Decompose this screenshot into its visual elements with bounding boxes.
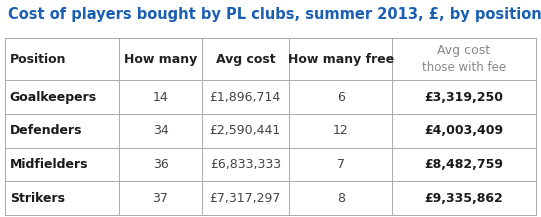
Text: 36: 36 — [153, 158, 168, 171]
Text: 8: 8 — [337, 192, 345, 204]
Text: How many free: How many free — [288, 53, 394, 66]
Text: £4,003,409: £4,003,409 — [425, 124, 504, 137]
Text: Midfielders: Midfielders — [10, 158, 88, 171]
Text: 34: 34 — [153, 124, 168, 137]
Text: Cost of players bought by PL clubs, summer 2013, £, by position: Cost of players bought by PL clubs, summ… — [8, 7, 541, 21]
Bar — [5, 38, 536, 215]
Text: £2,590,441: £2,590,441 — [210, 124, 281, 137]
Text: Strikers: Strikers — [10, 192, 65, 204]
Text: 14: 14 — [153, 91, 168, 104]
Text: £8,482,759: £8,482,759 — [425, 158, 504, 171]
Text: How many: How many — [124, 53, 197, 66]
Text: £6,833,333: £6,833,333 — [210, 158, 281, 171]
Text: Defenders: Defenders — [10, 124, 82, 137]
Text: £9,335,862: £9,335,862 — [425, 192, 503, 204]
Text: £7,317,297: £7,317,297 — [209, 192, 281, 204]
Text: 7: 7 — [337, 158, 345, 171]
Text: 6: 6 — [337, 91, 345, 104]
Text: Avg cost: Avg cost — [438, 44, 491, 58]
Text: £1,896,714: £1,896,714 — [210, 91, 281, 104]
Text: 37: 37 — [153, 192, 168, 204]
Text: Goalkeepers: Goalkeepers — [10, 91, 97, 104]
Text: those with fee: those with fee — [422, 61, 506, 74]
Text: Avg cost: Avg cost — [215, 53, 275, 66]
Text: £3,319,250: £3,319,250 — [425, 91, 504, 104]
Text: 12: 12 — [333, 124, 348, 137]
Text: Position: Position — [10, 53, 66, 66]
